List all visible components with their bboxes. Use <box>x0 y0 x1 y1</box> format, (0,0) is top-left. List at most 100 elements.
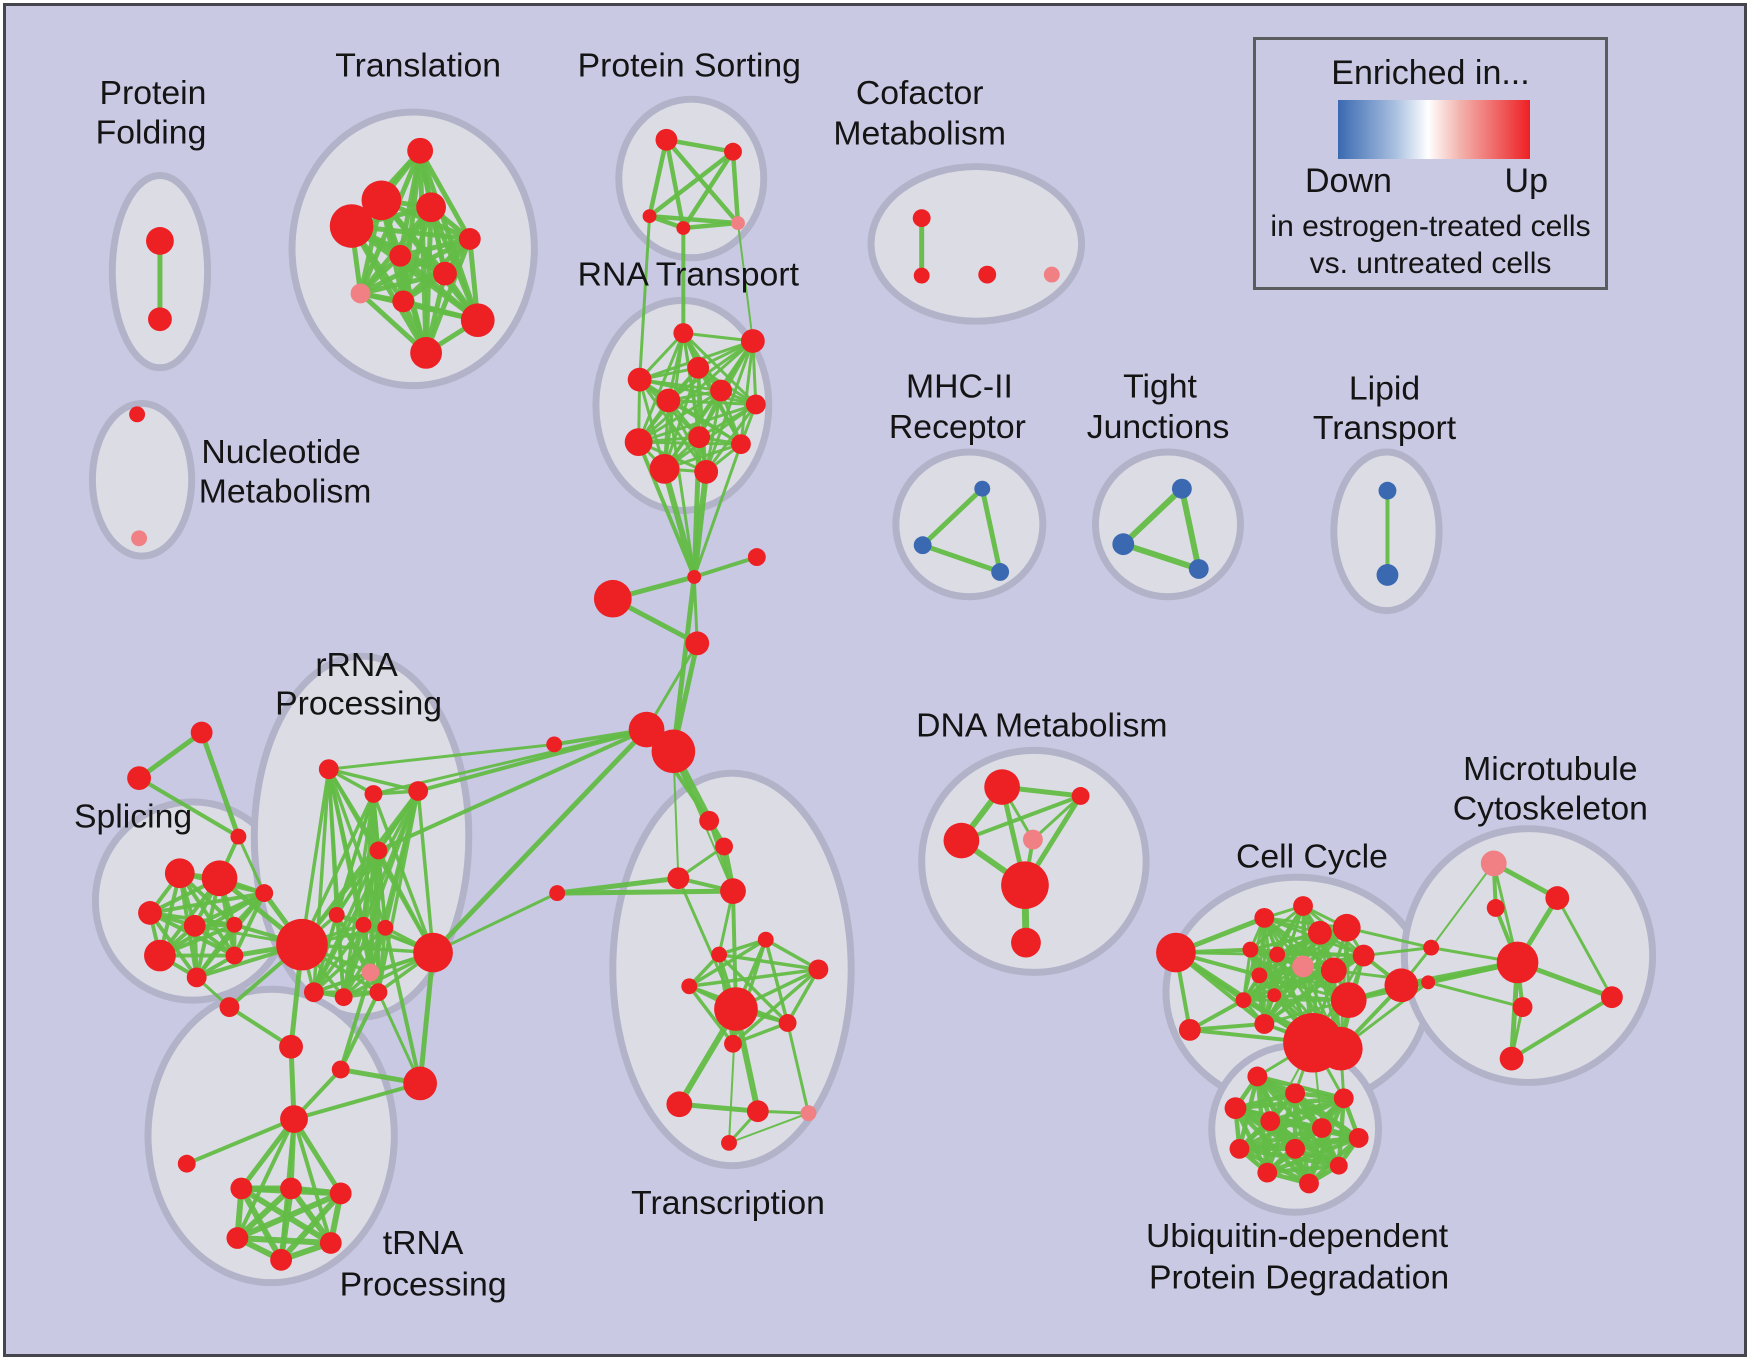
gene-set-node <box>685 631 710 656</box>
gene-set-node <box>127 766 151 791</box>
gene-set-node <box>974 480 991 497</box>
cluster-ellipse-cofactor-metabolism <box>867 163 1086 325</box>
gene-set-node <box>694 459 719 484</box>
cluster-label: Processing <box>340 1266 507 1304</box>
edge <box>704 402 758 474</box>
edge <box>637 331 685 444</box>
edge <box>664 137 686 231</box>
edge <box>691 468 710 580</box>
gene-set-node <box>1254 1014 1275 1034</box>
gene-set-node <box>225 946 244 965</box>
enrichment-gradient-bar <box>1338 100 1530 159</box>
gene-set-node <box>549 885 566 902</box>
gene-set-node <box>408 781 429 801</box>
legend-scale: Down Up <box>1305 162 1548 201</box>
gene-set-node <box>1267 988 1282 1003</box>
gene-set-node <box>1499 1046 1524 1071</box>
gene-set-node <box>745 394 766 415</box>
gene-set-node <box>1022 829 1043 850</box>
gene-set-node <box>1229 1138 1250 1159</box>
gene-set-node <box>681 978 698 995</box>
gene-set-node <box>1269 946 1286 963</box>
edge <box>664 137 741 226</box>
edge <box>785 967 821 1025</box>
gene-set-node <box>724 1034 742 1053</box>
cluster-label: Nucleotide <box>201 433 360 471</box>
gene-set-node <box>1260 1111 1281 1131</box>
cluster-label: Ubiquitin-dependent <box>1146 1217 1449 1255</box>
edge <box>236 835 266 895</box>
gene-set-node <box>913 267 930 284</box>
gene-set-node <box>280 1105 308 1133</box>
gene-set-node <box>642 209 657 224</box>
gene-set-node <box>714 987 758 1031</box>
cluster-label: Folding <box>96 114 207 152</box>
edge <box>338 990 381 1072</box>
gene-set-node <box>913 536 932 555</box>
edge <box>638 378 758 406</box>
gene-set-node <box>334 988 353 1007</box>
gene-set-node <box>978 265 997 284</box>
gene-set-node <box>331 1060 350 1079</box>
cluster-ellipse-trna-processing <box>144 985 398 1287</box>
cluster-label: Protein Sorting <box>578 46 801 84</box>
gene-set-node <box>1156 932 1196 973</box>
gene-set-node <box>190 721 213 744</box>
edge <box>717 952 790 1025</box>
cluster-label: Transcription <box>631 1184 825 1222</box>
edge <box>292 1081 423 1122</box>
gene-set-node <box>666 1091 693 1118</box>
gene-set-node <box>164 858 195 889</box>
gene-set-node <box>361 180 402 221</box>
gene-set-node <box>1251 967 1268 984</box>
gene-set-node <box>1332 913 1361 942</box>
gene-set-node <box>624 428 653 456</box>
edge <box>430 727 650 956</box>
edge <box>234 1235 334 1246</box>
edge <box>1272 954 1366 997</box>
gene-set-node <box>433 261 457 286</box>
gene-set-node <box>1384 968 1419 1003</box>
gene-set-node <box>1348 1128 1369 1148</box>
gene-set-node <box>627 367 652 392</box>
cluster-ellipse-mhc-ii-receptor <box>892 448 1047 601</box>
edge <box>638 214 652 382</box>
gene-set-node <box>1376 564 1399 586</box>
edge <box>232 891 267 958</box>
edge <box>681 149 736 231</box>
gene-set-node <box>724 142 742 161</box>
gene-set-node <box>255 884 274 903</box>
edge <box>554 888 736 896</box>
edge <box>1120 485 1185 548</box>
edge <box>637 389 723 444</box>
gene-set-node <box>129 406 146 423</box>
edge <box>739 339 755 446</box>
edge <box>376 789 420 994</box>
edge <box>1509 995 1614 1061</box>
edge <box>238 1185 285 1263</box>
cluster-label: DNA Metabolism <box>916 707 1167 745</box>
gene-set-node <box>416 192 446 223</box>
gene-set-node <box>1308 920 1332 945</box>
gene-set-node <box>649 454 680 484</box>
edge <box>764 937 821 972</box>
cluster-label: Receptor <box>889 408 1026 446</box>
gene-set-node <box>1293 896 1313 916</box>
gene-set-node <box>279 1034 303 1059</box>
edge <box>235 1117 296 1241</box>
edge <box>136 730 205 781</box>
edge <box>1187 1021 1267 1032</box>
edge <box>676 1101 761 1114</box>
gene-set-node <box>226 916 243 933</box>
edge <box>661 465 698 580</box>
gene-set-node <box>1480 850 1507 877</box>
gene-set-node <box>655 128 678 151</box>
gene-set-node <box>730 216 745 231</box>
gene-set-node <box>186 967 207 988</box>
gene-set-node <box>711 946 728 963</box>
edge <box>416 789 435 955</box>
gene-set-node <box>392 290 415 313</box>
gene-set-node <box>1071 787 1090 805</box>
cluster-label: Metabolism <box>833 115 1006 153</box>
